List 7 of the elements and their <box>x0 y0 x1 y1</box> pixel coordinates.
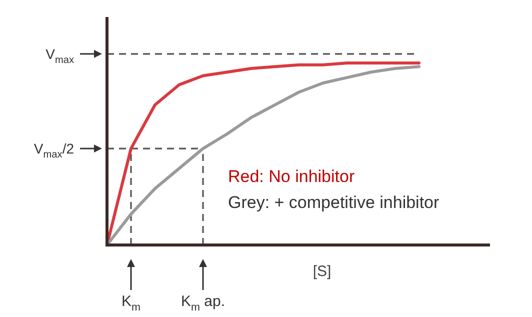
x-tick-label: K$_{m}$ <box>121 293 141 314</box>
annotation: Grey: + competitive inhibitor <box>228 193 440 212</box>
x-axis-title: [S] <box>312 263 332 280</box>
ref-line-label: V$_{max}$/2 <box>34 140 74 161</box>
ref-line-label: V$_{max}$ <box>46 46 74 66</box>
x-tick-label: K$_{m}$ ap. <box>180 293 226 314</box>
annotation: Red: No inhibitor <box>228 167 355 186</box>
